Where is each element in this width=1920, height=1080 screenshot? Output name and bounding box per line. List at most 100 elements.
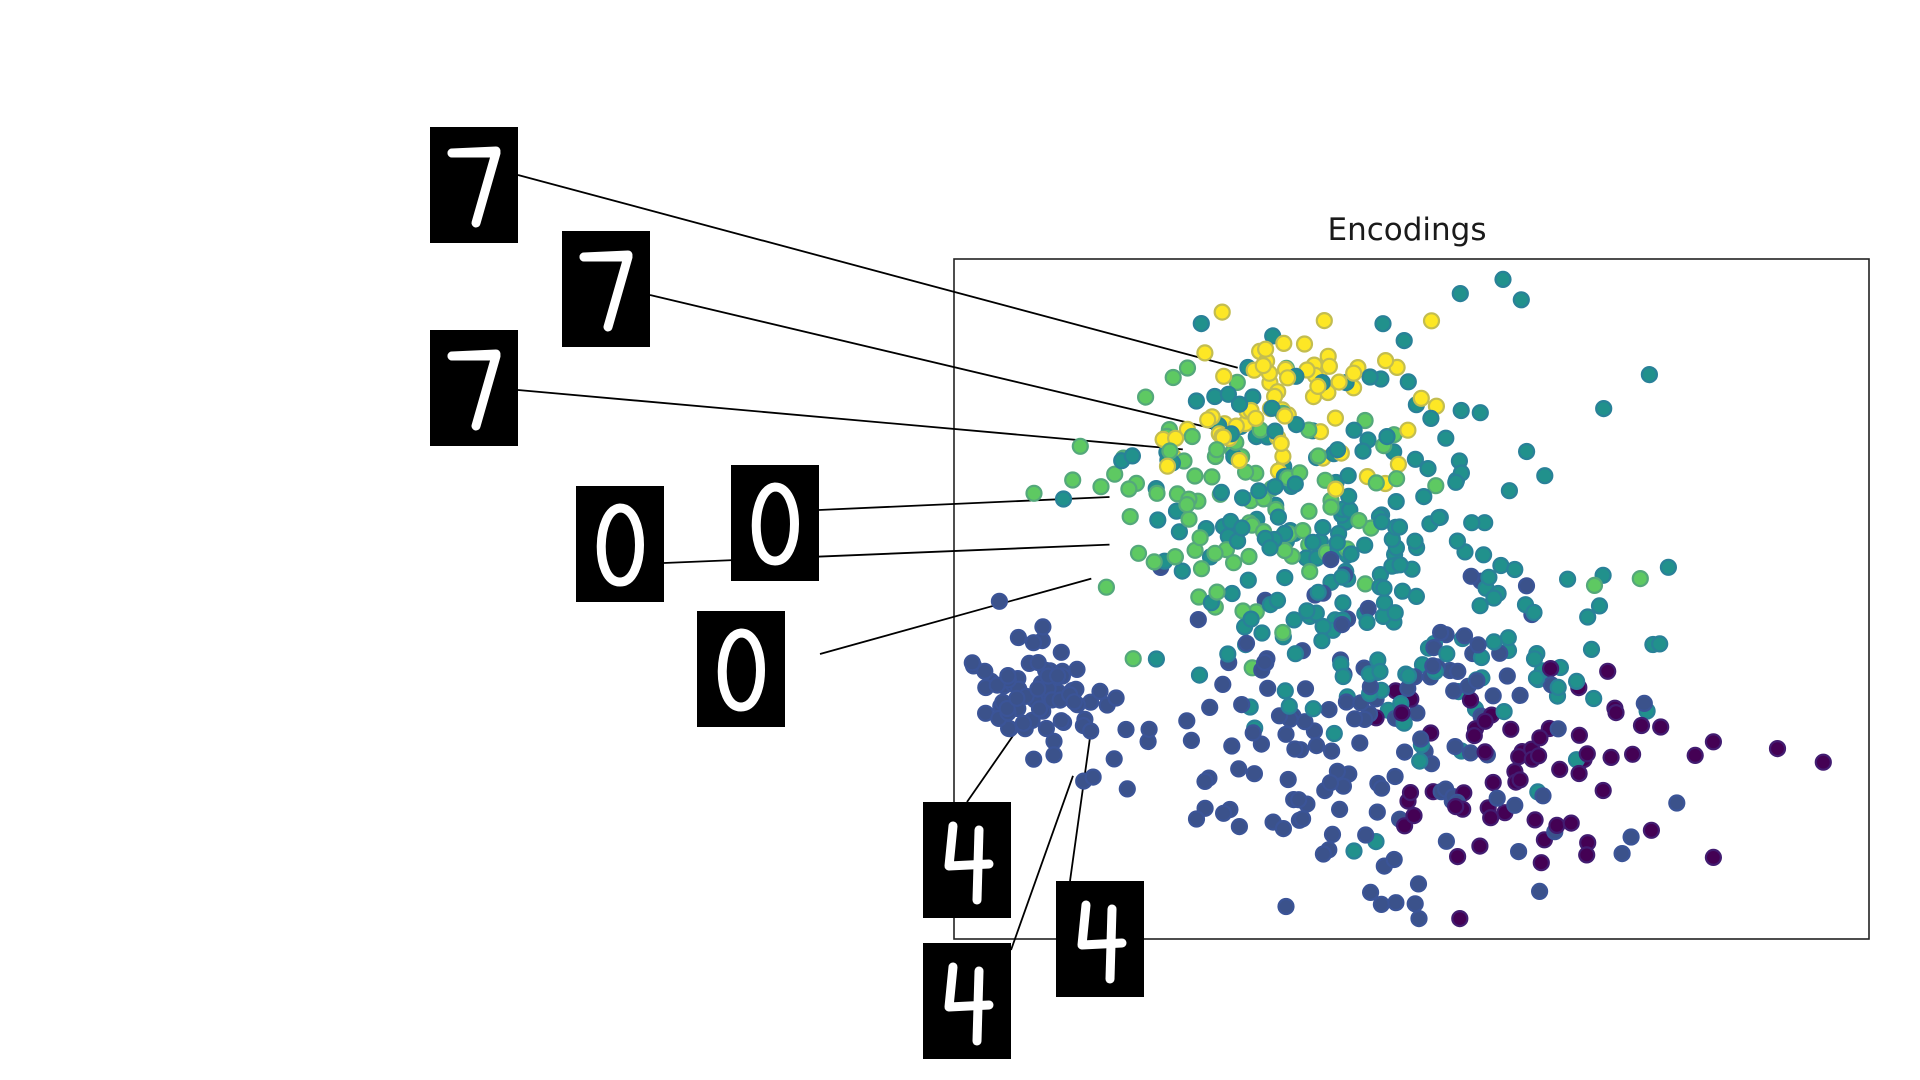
scatter-point [1635, 694, 1653, 713]
scatter-point [1330, 373, 1348, 391]
scatter-point [1484, 773, 1502, 792]
scatter-point [1465, 726, 1483, 745]
scatter-point [1602, 748, 1620, 767]
scatter-point [1084, 768, 1102, 786]
scatter-point [1471, 837, 1489, 855]
scatter-point [1192, 315, 1210, 333]
scatter-point [1531, 729, 1549, 747]
scatter-point [1233, 695, 1251, 714]
scatter-point [1350, 511, 1368, 530]
scatter-point [1255, 653, 1274, 672]
scatter-point [1233, 519, 1251, 537]
scatter-point [1129, 544, 1148, 562]
scatter-point [990, 592, 1009, 610]
scatter-point [1345, 364, 1363, 382]
scatter-point [1356, 536, 1374, 554]
scatter-point [1203, 468, 1221, 486]
scatter-point [1498, 667, 1516, 685]
scatter-point [1411, 752, 1429, 770]
scatter-point [1371, 662, 1389, 681]
scatter-point [1008, 689, 1026, 707]
scatter-point [1145, 553, 1163, 571]
scatter-point [1092, 478, 1110, 496]
scatter-point [1286, 740, 1304, 758]
scatter-point [1488, 789, 1506, 807]
handwritten-digit-stroke [579, 250, 633, 262]
scatter-point [1430, 508, 1448, 527]
scatter-point [1579, 608, 1597, 626]
scatter-point [1351, 734, 1369, 752]
scatter-point [1196, 344, 1214, 362]
scatter-point [1548, 816, 1566, 835]
scatter-point [1445, 682, 1463, 700]
handwritten-digit-stroke [1105, 904, 1117, 984]
scatter-point [1048, 667, 1067, 685]
digit-thumbnail-4 [923, 802, 1011, 918]
scatter-point [1585, 689, 1603, 708]
scatter-point [1034, 618, 1052, 636]
scatter-point [1686, 746, 1704, 765]
digit-thumbnail-0 [576, 486, 664, 602]
scatter-point [1393, 582, 1412, 600]
scatter-point [1068, 660, 1086, 679]
scatter-point [1219, 385, 1238, 403]
scatter-point [1054, 490, 1073, 508]
handwritten-digit-stroke [751, 482, 799, 566]
scatter-point [1334, 594, 1352, 612]
scatter-point [1196, 772, 1214, 791]
scatter-point [1449, 662, 1467, 681]
scatter-point [1361, 368, 1379, 386]
scatter-point [1367, 474, 1385, 492]
scatter-point [1300, 502, 1318, 520]
scatter-point [1322, 550, 1340, 569]
scatter-point [1357, 826, 1375, 844]
scatter-point [1330, 800, 1349, 819]
scatter-point [1269, 508, 1288, 526]
scatter-point [1340, 487, 1358, 505]
scatter-point [1517, 577, 1536, 595]
scatter-point [1469, 636, 1487, 654]
scatter-point [1704, 733, 1723, 751]
scatter-point [1668, 794, 1686, 812]
scatter-point [1492, 556, 1510, 575]
scatter-point [1296, 713, 1314, 731]
handwritten-digit-stroke [972, 825, 984, 905]
scatter-point [1230, 395, 1249, 413]
scatter-point [1208, 441, 1226, 459]
scatter-point [1189, 610, 1207, 629]
scatter-point [1500, 482, 1519, 500]
scatter-point [1213, 303, 1231, 321]
scatter-point [1259, 679, 1277, 697]
scatter-point [1277, 725, 1295, 743]
scatter-point [1014, 714, 1033, 732]
scatter-point [1242, 610, 1260, 628]
scatter-point [1045, 746, 1063, 764]
scatter-point [1064, 471, 1082, 489]
handwritten-digit-stroke [447, 349, 501, 361]
scatter-point [1071, 437, 1089, 455]
scatter-point [1294, 521, 1312, 540]
scatter-point [1570, 726, 1589, 744]
scatter-point [1437, 429, 1455, 447]
digit-thumbnail-4 [923, 943, 1011, 1059]
scatter-point [1480, 568, 1498, 586]
leader-line [819, 577, 1092, 655]
scatter-points [963, 270, 1832, 928]
handwritten-digit-stroke [717, 628, 765, 712]
scatter-point [1097, 578, 1116, 596]
digit-thumbnail-0 [697, 611, 785, 727]
scatter-point [1339, 467, 1357, 485]
scatter-point [1659, 558, 1678, 576]
scatter-point [1037, 719, 1056, 738]
scatter-point [1448, 532, 1467, 550]
scatter-point [1309, 583, 1327, 601]
scatter-point [1530, 882, 1549, 901]
scatter-point [1476, 743, 1494, 761]
scatter-point [1387, 894, 1405, 912]
scatter-point [1106, 465, 1124, 483]
scatter-point [1594, 781, 1612, 800]
scatter-point [1623, 745, 1642, 763]
scatter-point [1512, 291, 1530, 309]
scatter-point [1208, 583, 1226, 601]
scatter-point [1406, 450, 1425, 468]
